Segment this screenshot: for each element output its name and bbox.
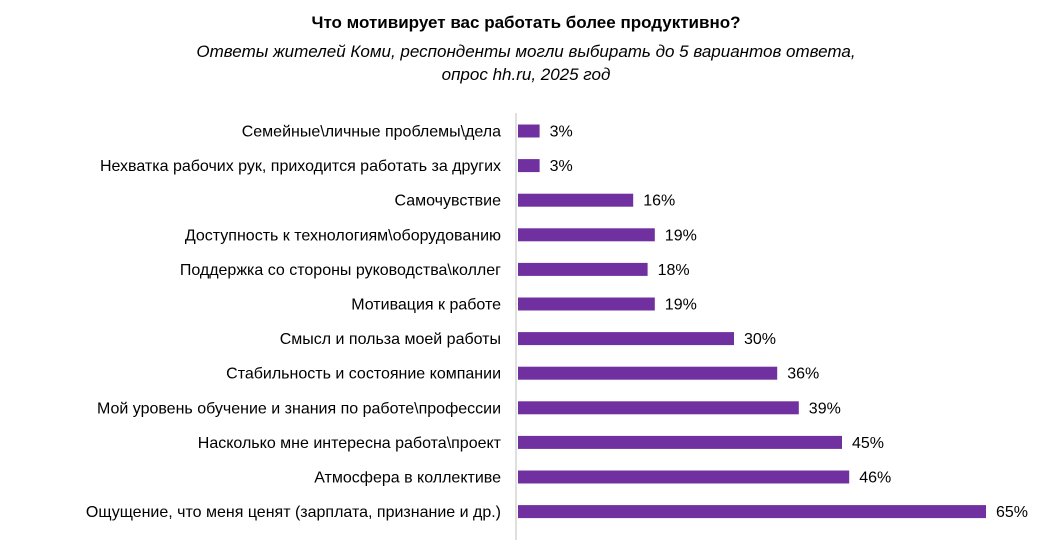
bar [518,435,842,449]
bar [518,505,986,519]
value-label: 30% [744,331,776,348]
category-label: Мотивация к работе [351,297,501,314]
category-label: Стабильность и состояние компании [226,366,501,383]
category-label: Семейные\личные проблемы\дела [242,124,501,141]
value-label: 45% [852,435,884,452]
value-label: 39% [809,400,841,417]
category-label: Поддержка со стороны руководства\коллег [180,262,501,279]
category-label: Насколько мне интересна работа\проект [198,435,502,452]
value-label: 3% [550,158,573,175]
bar [518,470,850,484]
value-label: 19% [665,227,697,244]
bar [518,193,634,207]
category-label: Атмосфера в коллективе [314,470,501,487]
subtitle-line-2: опрос hh.ru, 2025 год [441,65,611,84]
bar [518,262,648,276]
category-label: Ощущение, что меня ценят (зарплата, приз… [86,504,501,521]
bar [518,366,778,380]
category-label: Нехватка рабочих рук, приходится работат… [100,158,501,175]
bar [518,297,655,311]
value-label: 3% [550,124,573,141]
subtitle-line-1: Ответы жителей Коми, респонденты могли в… [196,42,856,61]
value-label: 65% [996,504,1028,521]
bar [518,332,734,346]
category-label: Доступность к технологиям\оборудованию [185,227,501,244]
bar [518,401,799,415]
bar [518,159,540,173]
value-label: 46% [859,470,891,487]
bar [518,228,655,242]
category-label: Смысл и польза моей работы [280,331,501,348]
category-label: Самочувствие [395,193,502,210]
value-label: 19% [665,297,697,314]
value-label: 16% [643,193,675,210]
chart-subtitle: Ответы жителей Коми, респонденты могли в… [0,40,1052,86]
chart-title: Что мотивирует вас работать более продук… [311,13,741,32]
value-label: 18% [658,262,690,279]
bar [518,124,540,138]
value-label: 36% [787,366,819,383]
category-label: Мой уровень обучение и знания по работе\… [97,400,501,417]
